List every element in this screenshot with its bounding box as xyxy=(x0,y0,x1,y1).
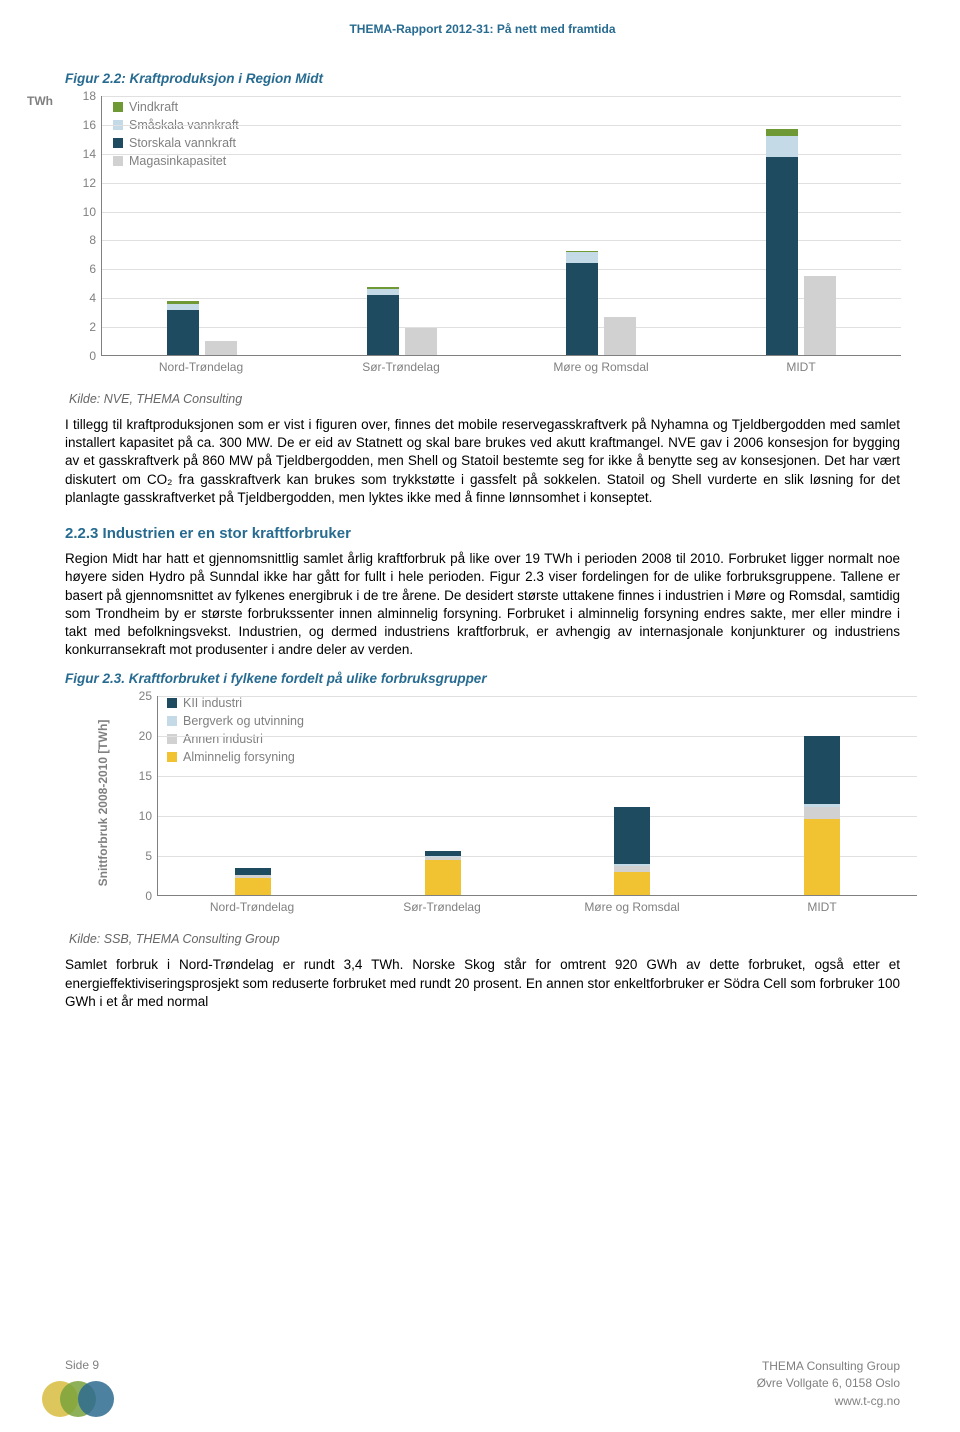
chart22-plot-area: 024681012141618 xyxy=(101,96,901,356)
xtick-label: Sør-Trøndelag xyxy=(301,356,501,374)
secondary-bar xyxy=(405,328,437,355)
stacked-bar xyxy=(425,851,461,895)
bar-group xyxy=(701,96,901,355)
bar-segment xyxy=(766,129,798,137)
bar-segment xyxy=(235,868,271,875)
footer-url: www.t-cg.no xyxy=(757,1393,900,1410)
bar-segment xyxy=(614,872,650,895)
thema-logo-icon xyxy=(40,1369,120,1420)
ytick-label: 16 xyxy=(83,118,102,132)
bar-segment xyxy=(804,276,836,355)
document-page: { "report_header": "THEMA-Rapport 2012-3… xyxy=(0,0,960,1432)
bar-segment xyxy=(766,157,798,355)
ytick-label: 5 xyxy=(145,849,158,863)
xtick-label: Nord-Trøndelag xyxy=(101,356,301,374)
xtick-label: MIDT xyxy=(727,896,917,914)
paragraph-3: Samlet forbruk i Nord-Trøndelag er rundt… xyxy=(65,956,900,1011)
bar-segment xyxy=(804,819,840,895)
chart22-bars xyxy=(102,96,901,355)
bar-segment xyxy=(804,807,840,819)
ytick-label: 6 xyxy=(89,262,102,276)
paragraph-1: I tillegg til kraftproduksjonen som er v… xyxy=(65,416,900,507)
stacked-bar xyxy=(804,736,840,896)
ytick-label: 18 xyxy=(83,89,102,103)
xtick-label: Møre og Romsdal xyxy=(501,356,701,374)
secondary-bar xyxy=(804,276,836,355)
stacked-bar xyxy=(367,287,399,355)
page-footer: Side 9 THEMA Consulting Group Øvre Vollg… xyxy=(0,1358,960,1410)
secondary-bar xyxy=(604,317,636,355)
ytick-label: 10 xyxy=(83,205,102,219)
secondary-bar xyxy=(205,341,237,355)
chart23-yaxis-title: Snittforbruk 2008-2010 [TWh] xyxy=(96,703,110,903)
ytick-label: 25 xyxy=(139,689,158,703)
bar-group xyxy=(727,696,917,895)
paragraph-2: Region Midt har hatt et gjennomsnittlig … xyxy=(65,550,900,659)
ytick-label: 2 xyxy=(89,320,102,334)
bar-group xyxy=(538,696,728,895)
ytick-label: 8 xyxy=(89,233,102,247)
chart22-yaxis-title: TWh xyxy=(27,94,53,108)
bar-segment xyxy=(804,736,840,804)
bar-segment xyxy=(566,252,598,262)
chart23-plot-area: 0510152025 xyxy=(157,696,917,896)
stacked-bar xyxy=(566,251,598,355)
figure-2-2-source: Kilde: NVE, THEMA Consulting xyxy=(69,392,900,406)
stacked-bar xyxy=(235,868,271,896)
figure-2-3-title: Figur 2.3. Kraftforbruket i fylkene ford… xyxy=(65,671,900,686)
bar-segment xyxy=(405,328,437,355)
ytick-label: 4 xyxy=(89,291,102,305)
figure-2-2-title: Figur 2.2: Kraftproduksjon i Region Midt xyxy=(65,71,900,86)
ytick-label: 10 xyxy=(139,809,158,823)
stacked-bar xyxy=(614,807,650,895)
bar-segment xyxy=(235,878,271,896)
ytick-label: 20 xyxy=(139,729,158,743)
bar-segment xyxy=(766,136,798,157)
bar-segment xyxy=(425,860,461,896)
ytick-label: 14 xyxy=(83,147,102,161)
bar-group xyxy=(302,96,502,355)
bar-group xyxy=(102,96,302,355)
figure-2-3-source: Kilde: SSB, THEMA Consulting Group xyxy=(69,932,900,946)
bar-group xyxy=(348,696,538,895)
chart23-bars xyxy=(158,696,917,895)
footer-street: Øvre Vollgate 6, 0158 Oslo xyxy=(757,1375,900,1392)
footer-address: THEMA Consulting Group Øvre Vollgate 6, … xyxy=(757,1358,900,1410)
xtick-label: MIDT xyxy=(701,356,901,374)
bar-segment xyxy=(604,317,636,355)
ytick-label: 0 xyxy=(89,349,102,363)
chart23-xlabels: Nord-TrøndelagSør-TrøndelagMøre og Romsd… xyxy=(157,896,917,914)
ytick-label: 0 xyxy=(145,889,158,903)
ytick-label: 15 xyxy=(139,769,158,783)
bar-group xyxy=(502,96,702,355)
xtick-label: Sør-Trøndelag xyxy=(347,896,537,914)
bar-segment xyxy=(566,263,598,355)
figure-2-3-chart: Snittforbruk 2008-2010 [TWh] KII industr… xyxy=(75,696,900,928)
bar-segment xyxy=(205,341,237,355)
bar-segment xyxy=(167,310,199,356)
figure-2-2-chart: TWh VindkraftSmåskala vannkraftStorskala… xyxy=(75,96,900,388)
ytick-label: 12 xyxy=(83,176,102,190)
stacked-bar xyxy=(766,129,798,355)
footer-company: THEMA Consulting Group xyxy=(757,1358,900,1375)
stacked-bar xyxy=(167,301,199,355)
xtick-label: Nord-Trøndelag xyxy=(157,896,347,914)
heading-2-2-3: 2.2.3 Industrien er en stor kraftforbruk… xyxy=(65,525,900,542)
bar-group xyxy=(158,696,348,895)
xtick-label: Møre og Romsdal xyxy=(537,896,727,914)
report-header: THEMA-Rapport 2012-31: På nett med framt… xyxy=(65,22,900,36)
chart22-xlabels: Nord-TrøndelagSør-TrøndelagMøre og Romsd… xyxy=(101,356,901,374)
bar-segment xyxy=(367,295,399,355)
bar-segment xyxy=(614,807,650,864)
